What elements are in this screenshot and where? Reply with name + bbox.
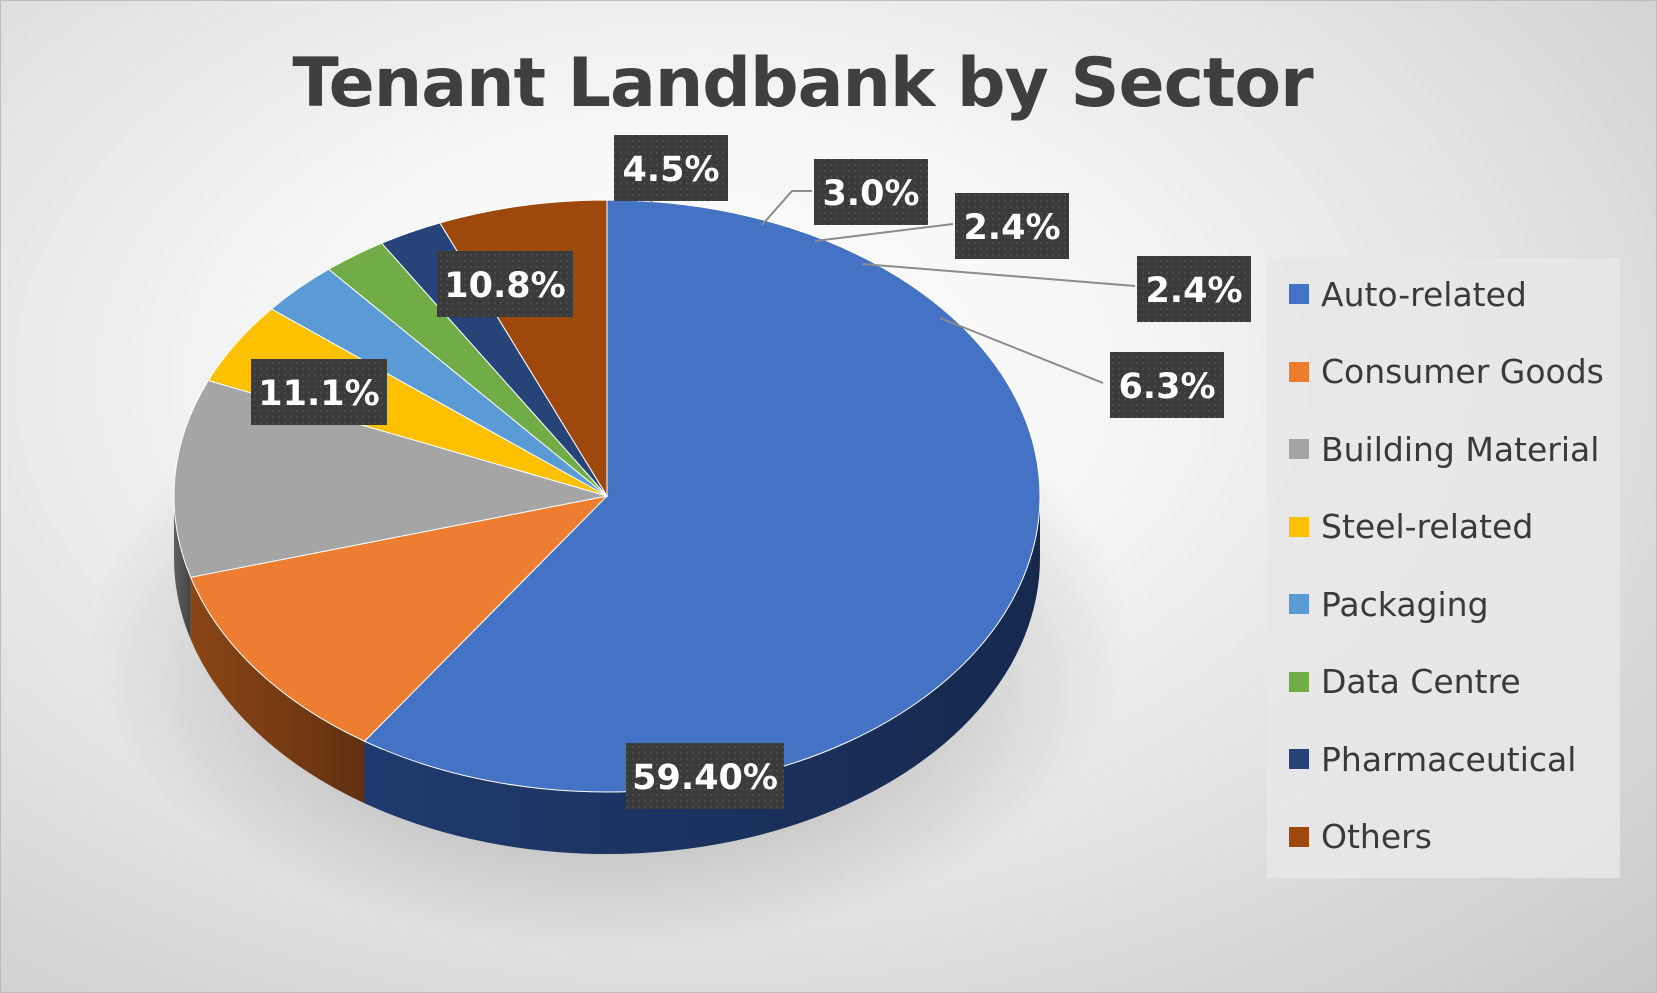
- pie-side-shade-consumer-goods: [190, 577, 365, 804]
- data-label-box: [437, 251, 573, 317]
- legend-label: Others: [1321, 817, 1432, 856]
- data-label-steel-related: 4.5%: [614, 135, 728, 201]
- legend-item-pharmaceutical: Pharmaceutical: [1289, 739, 1576, 779]
- chart-title: Tenant Landbank by Sector: [292, 44, 1313, 123]
- legend-item-auto-related: Auto-related: [1289, 274, 1527, 314]
- leader-line-pharmaceutical: [861, 263, 1136, 287]
- legend-swatch: [1289, 671, 1309, 692]
- legend-item-consumer-goods: Consumer Goods: [1289, 352, 1604, 392]
- legend-swatch: [1289, 594, 1309, 614]
- data-label-text: 3.0%: [822, 174, 919, 214]
- legend-swatch: [1289, 361, 1309, 382]
- pie-slice-building-material: [173, 379, 608, 578]
- data-label-text: 11.1%: [258, 374, 379, 414]
- legend-label: Steel-related: [1321, 507, 1534, 546]
- legend-swatch: [1289, 439, 1309, 459]
- pie-side-shade-building-material: [174, 496, 191, 640]
- legend-swatch: [1289, 516, 1309, 537]
- data-label-packaging: 3.0%: [814, 159, 928, 225]
- data-label-text: 4.5%: [622, 150, 719, 190]
- legend-label: Consumer Goods: [1321, 352, 1604, 391]
- legend-swatch: [1289, 749, 1309, 769]
- legend-swatch: [1289, 284, 1309, 304]
- data-label-pharmaceutical: 2.4%: [1137, 256, 1251, 322]
- leader-line-packaging: [761, 190, 812, 226]
- legend-item-others: Others: [1289, 817, 1432, 857]
- legend-label: Pharmaceutical: [1321, 739, 1577, 779]
- legend-item-building-material: Building Material: [1289, 429, 1599, 469]
- data-label-box: [814, 159, 928, 225]
- legend-label: Data Centre: [1321, 662, 1521, 701]
- data-label-text: 6.3%: [1118, 367, 1215, 407]
- leader-line-data-centre: [814, 223, 954, 242]
- legend-item-steel-related: Steel-related: [1289, 507, 1533, 547]
- data-label-text: 10.8%: [444, 266, 565, 306]
- pie-side-shade-auto-related: [364, 496, 1041, 854]
- legend: Auto-related Consumer Goods Building Mater…: [1267, 258, 1620, 878]
- data-label-box: [626, 743, 784, 809]
- data-label-others: 6.3%: [1110, 352, 1224, 418]
- data-label-auto-related: 59.40%: [626, 743, 784, 809]
- data-label-text: 2.4%: [963, 208, 1060, 248]
- pie-slice-auto-related: [363, 199, 1041, 793]
- data-label-consumer-goods: 11.1%: [251, 359, 387, 425]
- data-label-box: [251, 359, 387, 425]
- legend-swatch: [1289, 826, 1309, 847]
- legend-label: Building Material: [1321, 429, 1600, 469]
- data-label-text: 59.40%: [632, 758, 778, 798]
- data-label-box: [1137, 256, 1251, 322]
- legend-item-data-centre: Data Centre: [1289, 662, 1521, 702]
- leader-line-others: [939, 317, 1104, 384]
- legend-item-packaging: Packaging: [1289, 584, 1489, 624]
- data-label-box: [955, 193, 1069, 259]
- data-label-box: [1110, 352, 1224, 418]
- data-label-text: 2.4%: [1145, 271, 1242, 311]
- data-label-data-centre: 2.4%: [955, 193, 1069, 259]
- legend-label: Packaging: [1321, 584, 1489, 624]
- data-label-box: [614, 135, 728, 201]
- data-label-building-material: 10.8%: [437, 251, 573, 317]
- legend-label: Auto-related: [1321, 274, 1527, 314]
